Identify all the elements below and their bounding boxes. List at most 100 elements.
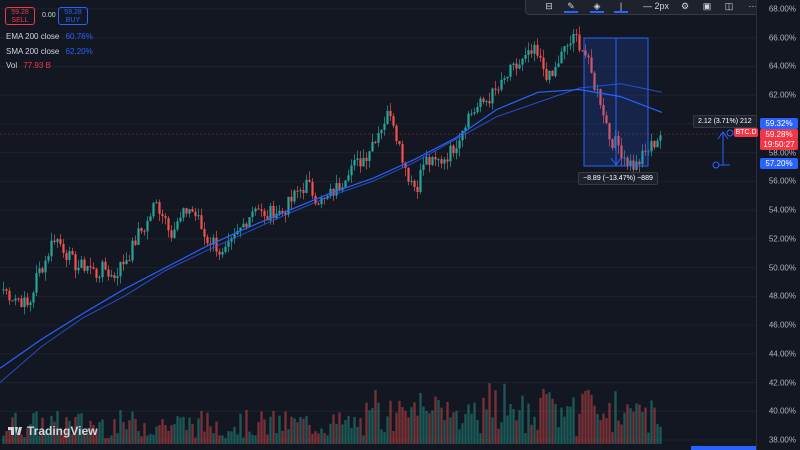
candle-body <box>233 234 236 239</box>
candle-body <box>176 221 179 230</box>
legend-ema[interactable]: EMA 200 close 60.76% <box>6 32 93 41</box>
spread-value: 0.00 <box>42 12 56 19</box>
candle-body <box>221 251 224 255</box>
line-style-icon[interactable]: | <box>612 0 630 14</box>
stroke-line-icon: — <box>642 1 652 11</box>
legend-sma[interactable]: SMA 200 close 62.20% <box>6 47 93 56</box>
sell-button[interactable]: 59.28 SELL <box>5 7 35 25</box>
volume-bar <box>638 404 641 444</box>
volume-bar <box>581 393 584 444</box>
candle-body <box>59 239 62 244</box>
candle-body <box>518 64 521 69</box>
candle-body <box>536 44 539 56</box>
candle-body <box>335 183 338 196</box>
volume-bar <box>386 416 389 444</box>
volume-bar <box>140 436 143 444</box>
volume-bar <box>590 394 593 444</box>
volume-bars <box>2 383 662 444</box>
measure-handle-bottom[interactable] <box>712 161 720 169</box>
candle-body <box>68 251 71 261</box>
candle-body <box>5 289 8 291</box>
volume-bar <box>266 434 269 444</box>
pencil-icon[interactable]: ✎ <box>562 0 580 14</box>
volume-bar <box>230 431 233 444</box>
volume-bar <box>311 433 314 444</box>
candle-body <box>584 50 587 56</box>
volume-bar <box>521 395 524 444</box>
candle-body <box>383 123 386 130</box>
candle-body <box>392 116 395 126</box>
volume-bar <box>335 423 338 444</box>
volume-bar <box>659 426 662 444</box>
candle-body <box>428 157 431 165</box>
candle-body <box>329 188 332 196</box>
candle-body <box>212 237 215 245</box>
volume-bar <box>512 409 515 444</box>
volume-bar <box>395 412 398 444</box>
candle-body <box>47 256 50 261</box>
candle-body <box>152 202 155 217</box>
candle-body <box>371 141 374 152</box>
time-scroll-handle[interactable] <box>691 446 756 450</box>
legend-volume[interactable]: Vol 77.93 B <box>6 61 51 70</box>
volume-bar <box>383 431 386 444</box>
volume-bar <box>53 421 56 444</box>
volume-bar <box>128 420 131 444</box>
candle-body <box>578 34 581 51</box>
volume-bar <box>44 430 47 444</box>
candle-body <box>362 157 365 167</box>
volume-bar <box>461 423 464 444</box>
candle-body <box>632 160 635 170</box>
stroke-width-selector[interactable]: — 2px <box>636 0 676 14</box>
candle-body <box>500 79 503 90</box>
volume-bar <box>554 403 557 444</box>
candle-body <box>71 251 74 255</box>
price-tick: 48.00% <box>768 291 796 301</box>
drawing-tools-icon[interactable]: ⊟ <box>545 1 553 11</box>
candle-body <box>128 260 131 262</box>
tradingview-logo[interactable]: TradingView <box>8 424 97 438</box>
volume-bar <box>32 413 35 444</box>
volume-bar <box>161 419 164 444</box>
candle-body <box>104 261 107 270</box>
volume-bar <box>284 411 287 444</box>
candle-body <box>359 158 362 167</box>
candle-body <box>56 239 59 242</box>
candle-body <box>353 159 356 166</box>
price-tick: 66.00% <box>768 33 796 43</box>
sma-200-line <box>0 83 663 383</box>
volume-bar <box>50 415 53 444</box>
candle-body <box>581 50 584 52</box>
candle-body <box>620 145 623 159</box>
candle-body <box>497 89 500 91</box>
settings-icon[interactable]: ⚙ <box>680 1 690 11</box>
candle-body <box>38 268 41 274</box>
volume-bar <box>227 431 230 444</box>
volume-bar <box>257 422 260 444</box>
candle-body <box>110 275 113 277</box>
volume-bar <box>71 434 74 444</box>
price-axis[interactable] <box>756 0 800 450</box>
volume-bar <box>518 410 521 444</box>
candle-body <box>443 159 446 164</box>
candle-body <box>506 76 509 79</box>
trash-icon[interactable]: ◫ <box>724 1 734 11</box>
candle-body <box>503 78 506 80</box>
fill-icon[interactable]: ◈ <box>588 0 606 14</box>
more-button[interactable]: ··· <box>748 1 758 11</box>
measure-handle-top[interactable] <box>726 129 734 137</box>
candle-body <box>374 141 377 143</box>
candle-body <box>659 135 662 141</box>
buy-button[interactable]: 59.28 BUY <box>58 7 88 25</box>
volume-bar <box>539 397 542 444</box>
brand-name: TradingView <box>27 424 98 438</box>
candle-body <box>122 261 125 265</box>
volume-bar <box>560 407 563 444</box>
lock-icon[interactable]: ▣ <box>702 1 712 11</box>
candle-body <box>608 123 611 140</box>
candle-body <box>278 210 281 214</box>
candle-body <box>569 43 572 46</box>
price-tick: 40.00% <box>768 406 796 416</box>
candle-body <box>272 205 275 219</box>
